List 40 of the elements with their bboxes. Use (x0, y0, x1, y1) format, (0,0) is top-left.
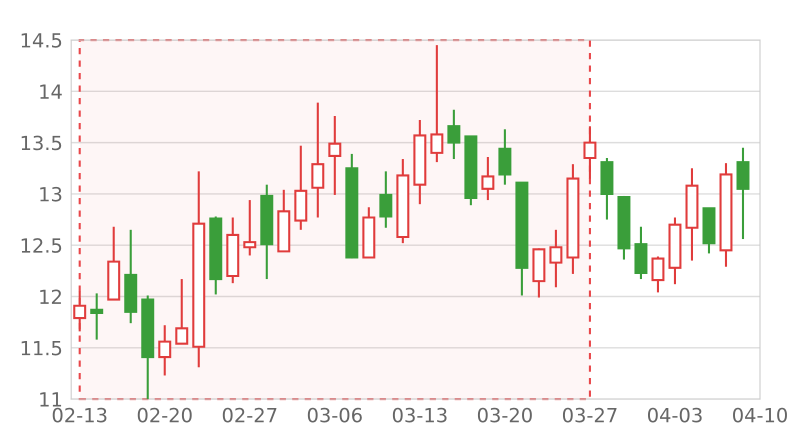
candlestick (226, 216, 240, 284)
candlestick (294, 144, 308, 231)
y-tick-label: 12 (40, 289, 61, 304)
y-tick-label: 14 (40, 84, 62, 99)
candlestick (379, 170, 392, 229)
candlestick (481, 156, 494, 202)
y-tick-label: 11 (40, 392, 62, 406)
candlestick (158, 324, 172, 377)
candlestick (192, 170, 206, 368)
x-tick-label: 02-20 (138, 408, 192, 422)
candlestick (566, 163, 580, 275)
candlestick (447, 108, 460, 160)
candlestick (720, 162, 732, 268)
x-tick-label: 03-13 (392, 408, 447, 422)
candlestick (685, 167, 698, 262)
y-tick-label: 12.5 (22, 238, 62, 253)
candlestick (73, 290, 86, 332)
candlestick (549, 228, 562, 288)
candlestick (498, 128, 512, 186)
candlestick (124, 228, 138, 324)
candlestick (90, 292, 104, 341)
candlestick (413, 119, 426, 206)
x-tick-label: 02-13 (52, 408, 106, 422)
candlestick (243, 199, 256, 257)
y-tick-label: 11.5 (22, 341, 62, 356)
y-tick-label: 13.5 (22, 136, 62, 150)
candlestick (328, 114, 342, 196)
y-tick-label: 14.5 (22, 33, 62, 48)
x-tick-label: 03-20 (478, 408, 532, 422)
x-tick-label: 04-10 (733, 408, 787, 422)
candlestick (260, 184, 274, 280)
x-tick-label: 03-06 (308, 408, 362, 422)
candlestick (311, 102, 324, 219)
candlestick (736, 146, 750, 240)
x-tick-label: 03-27 (562, 408, 617, 422)
x-tick-label: 02-27 (222, 408, 276, 422)
candlestick (583, 125, 596, 180)
candlestick (430, 44, 444, 164)
x-tick-label: 04-03 (648, 408, 702, 422)
y-tick-label: 13 (40, 186, 62, 202)
